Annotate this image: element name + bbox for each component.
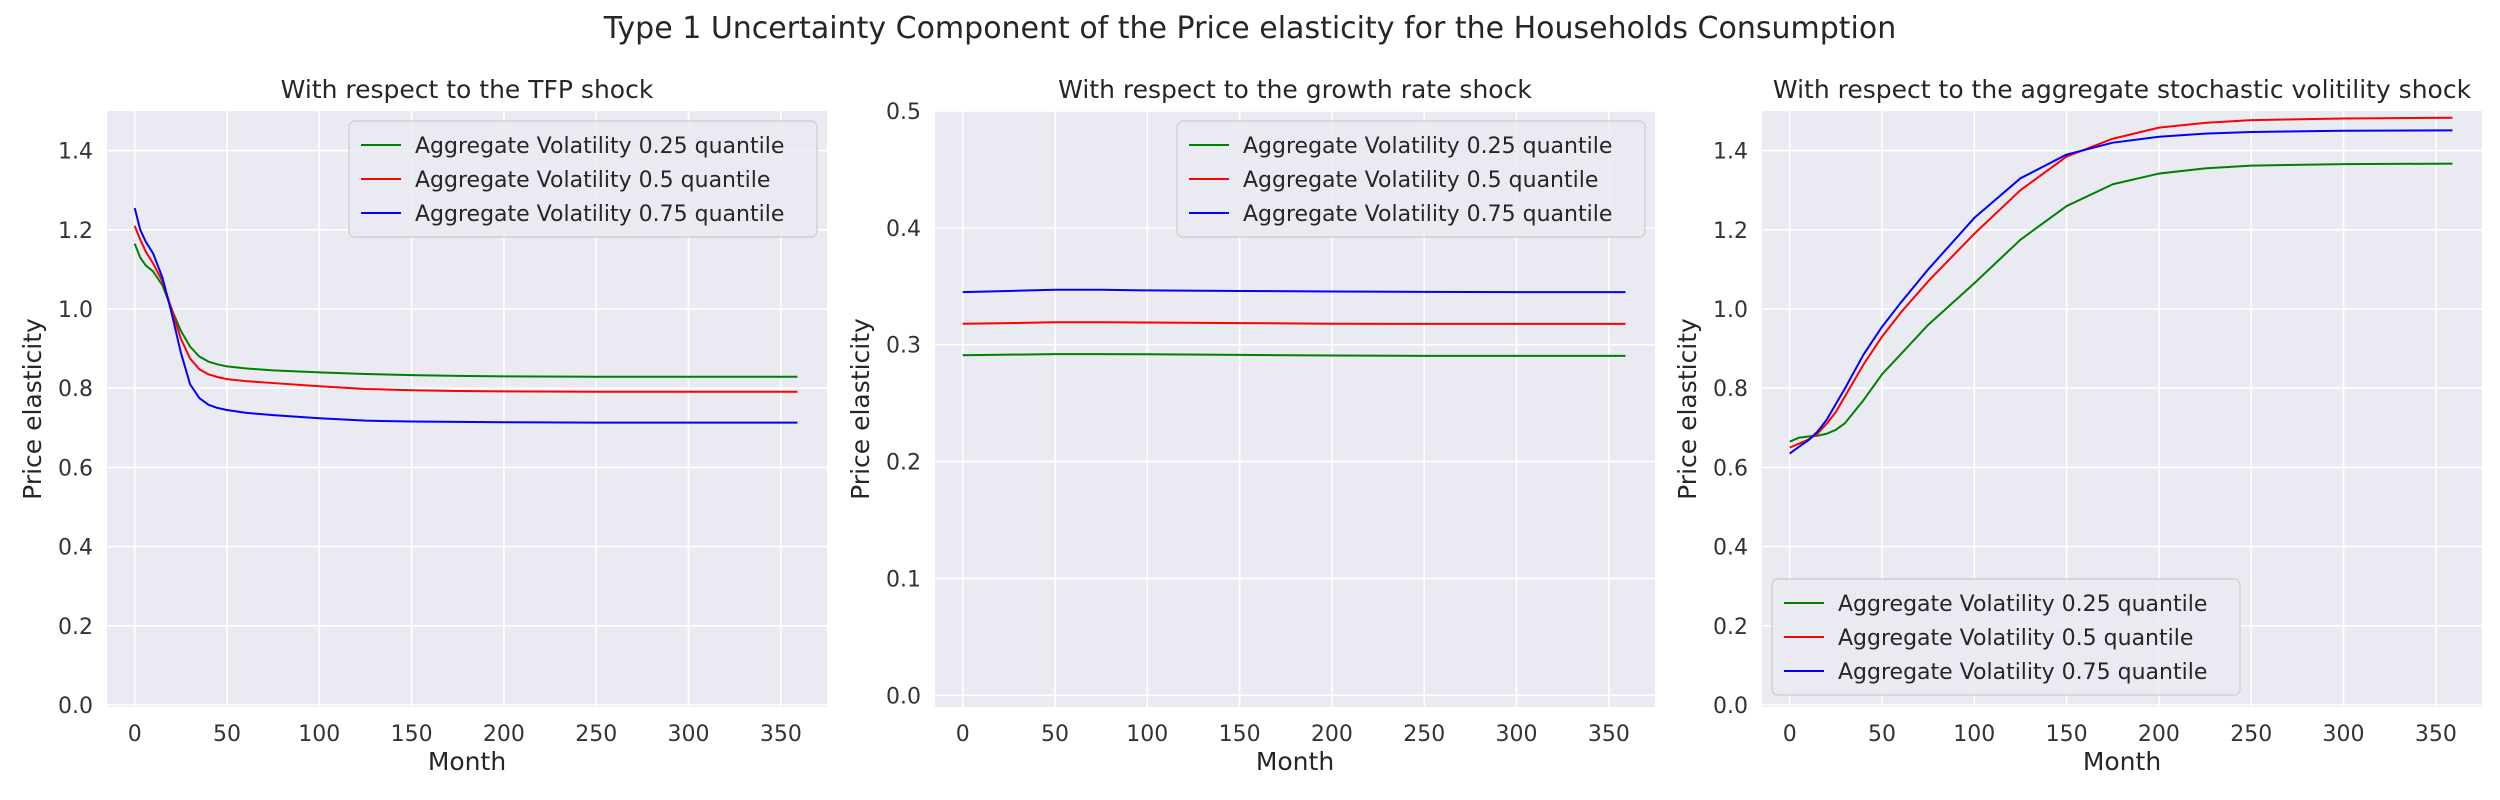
x-tick-label: 0: [956, 722, 970, 747]
y-tick-label: 0.3: [886, 334, 921, 359]
x-tick-label: 300: [668, 722, 710, 747]
panel-title: With respect to the growth rate shock: [1058, 75, 1532, 104]
series-line-0: [962, 353, 1626, 357]
legend-entry: Aggregate Volatility 0.5 quantile: [1838, 626, 2193, 651]
y-tick-label: 0.2: [58, 615, 93, 640]
x-tick-label: 350: [2415, 722, 2457, 747]
y-tick-label: 0.8: [1713, 377, 1748, 402]
x-axis-label: Month: [1256, 747, 1334, 776]
x-axis-label: Month: [2083, 747, 2161, 776]
y-axis-label: Price elasticity: [18, 318, 47, 500]
legend-box: [348, 120, 818, 238]
legend: Aggregate Volatility 0.25 quantile Aggreg…: [1176, 120, 1646, 238]
y-tick-label: 0.4: [58, 536, 93, 561]
x-tick-label: 250: [2230, 722, 2272, 747]
y-tick-label: 0.5: [886, 100, 921, 125]
y-tick-label: 1.2: [58, 219, 93, 244]
x-tick-label: 250: [1403, 722, 1445, 747]
y-tick-label: 0.0: [1713, 694, 1748, 719]
legend-entry: Aggregate Volatility 0.75 quantile: [415, 202, 784, 227]
y-tick-label: 0.4: [886, 217, 921, 242]
x-tick-label: 50: [213, 722, 241, 747]
x-tick-label: 150: [2046, 722, 2088, 747]
y-tick-label: 0.6: [58, 456, 93, 481]
x-tick-label: 200: [483, 722, 525, 747]
y-tick-label: 1.4: [58, 140, 93, 165]
series-line-0: [1789, 162, 2453, 443]
y-tick-label: 0.1: [886, 567, 921, 592]
y-tick-label: 1.2: [1713, 219, 1748, 244]
panel-title: With respect to the aggregate stochastic…: [1773, 75, 2472, 104]
series-line-2: [962, 288, 1626, 294]
panel-volatility-shock: 0 50 100 150 200 250 300 350 0.0 0.2 0.4 0.6 0.8 1.0 1…: [1673, 75, 2482, 776]
y-tick-label: 0.0: [58, 694, 93, 719]
legend-box: [1771, 578, 2241, 696]
x-tick-label: 150: [391, 722, 433, 747]
legend-entry: Aggregate Volatility 0.25 quantile: [1243, 134, 1612, 159]
y-tick-label: 0.2: [1713, 615, 1748, 640]
x-tick-label: 50: [1868, 722, 1896, 747]
y-axis-label: Price elasticity: [1673, 318, 1702, 500]
x-tick-label: 350: [1588, 722, 1630, 747]
y-axis-label: Price elasticity: [846, 318, 875, 500]
legend-box: [1176, 120, 1646, 238]
panel-tfp-shock: 0 50 100 150 200 250 300 350 0.0 0.2 0.4 0.6 0.8 1.0 1…: [18, 75, 827, 776]
panel-title: With respect to the TFP shock: [281, 75, 654, 104]
y-tick-label: 1.4: [1713, 140, 1748, 165]
series-line-2: [1789, 129, 2453, 455]
x-tick-label: 300: [2323, 722, 2365, 747]
y-tick-label: 0.2: [886, 451, 921, 476]
y-tick-label: 0.6: [1713, 456, 1748, 481]
y-tick-label: 1.0: [58, 298, 93, 323]
y-tick-label: 0.0: [886, 684, 921, 709]
series-line-1: [1789, 116, 2453, 449]
y-tick-label: 0.4: [1713, 536, 1748, 561]
x-tick-label: 100: [1953, 722, 1995, 747]
x-tick-label: 50: [1041, 722, 1069, 747]
x-tick-label: 100: [1126, 722, 1168, 747]
x-tick-label: 200: [2138, 722, 2180, 747]
y-tick-label: 0.8: [58, 377, 93, 402]
legend: Aggregate Volatility 0.25 quantile Aggreg…: [348, 120, 818, 238]
legend-entry: Aggregate Volatility 0.5 quantile: [1243, 168, 1598, 193]
legend-entry: Aggregate Volatility 0.5 quantile: [415, 168, 770, 193]
x-tick-label: 0: [128, 722, 142, 747]
x-tick-label: 150: [1219, 722, 1261, 747]
series-line-2: [133, 207, 798, 424]
legend: Aggregate Volatility 0.25 quantile Aggreg…: [1771, 578, 2241, 696]
series-line-1: [962, 321, 1626, 325]
y-tick-label: 1.0: [1713, 298, 1748, 323]
x-tick-label: 0: [1783, 722, 1797, 747]
panel-growth-rate-shock: 0 50 100 150 200 250 300 350 0.0 0.1 0.2 0.3 0.4 0.5 W…: [846, 75, 1655, 776]
x-tick-label: 300: [1496, 722, 1538, 747]
series-line-1: [133, 225, 798, 393]
x-axis-label: Month: [428, 747, 506, 776]
legend-entry: Aggregate Volatility 0.25 quantile: [1838, 592, 2207, 617]
x-tick-label: 100: [298, 722, 340, 747]
x-tick-label: 250: [575, 722, 617, 747]
figure-title: Type 1 Uncertainty Component of the Pric…: [603, 11, 1896, 46]
x-tick-label: 200: [1311, 722, 1353, 747]
legend-entry: Aggregate Volatility 0.75 quantile: [1838, 660, 2207, 685]
legend-entry: Aggregate Volatility 0.75 quantile: [1243, 202, 1612, 227]
x-tick-label: 350: [760, 722, 802, 747]
legend-entry: Aggregate Volatility 0.25 quantile: [415, 134, 784, 159]
series-line-0: [133, 243, 798, 378]
